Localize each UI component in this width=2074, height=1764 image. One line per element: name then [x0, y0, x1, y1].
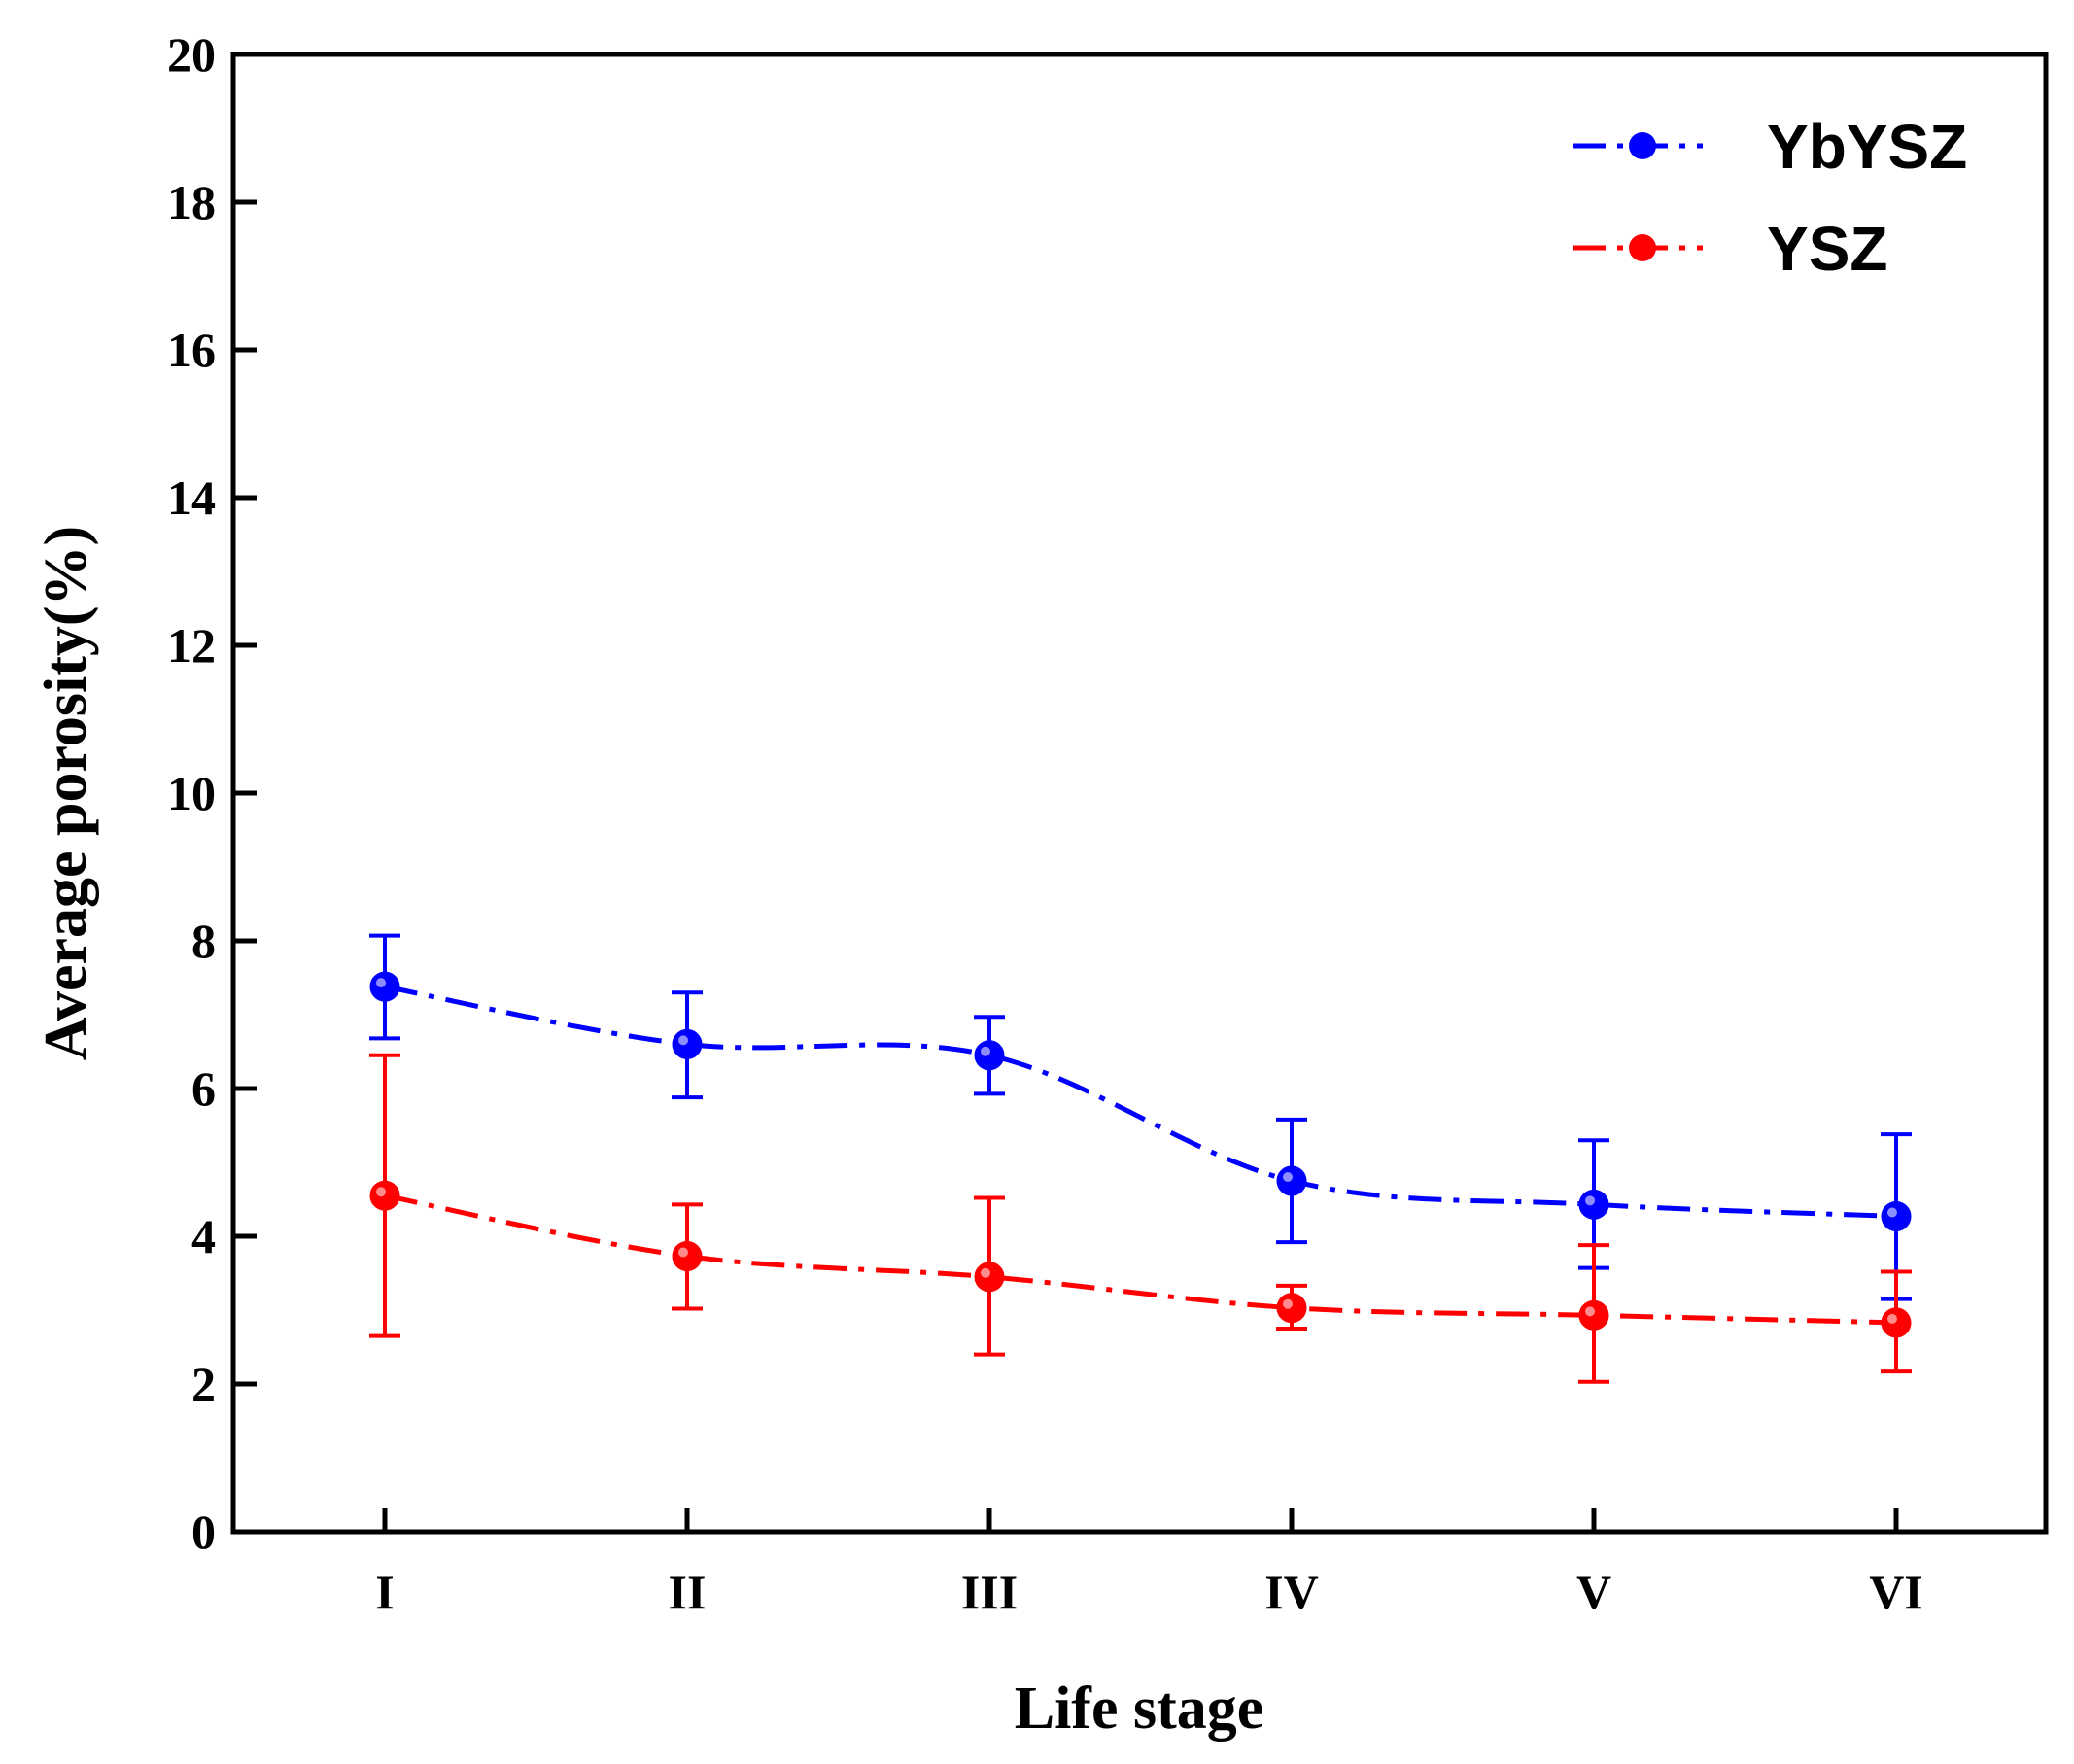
y-tick-label: 18: [167, 175, 216, 229]
ysz-point-highlight: [1887, 1313, 1897, 1324]
ybysz-point: [1578, 1189, 1609, 1220]
ysz-point-highlight: [678, 1247, 688, 1258]
ysz-point: [1881, 1307, 1912, 1338]
x-tick-label: V: [1576, 1565, 1611, 1619]
y-tick-label: 20: [167, 27, 216, 82]
ybysz-legend-marker: [1629, 132, 1656, 159]
ybysz-point: [974, 1040, 1005, 1071]
x-tick-label: VI: [1869, 1565, 1923, 1619]
ybysz-legend-label: YbYSZ: [1767, 112, 1967, 182]
ybysz-point-highlight: [1283, 1172, 1293, 1182]
ysz-point-highlight: [981, 1267, 990, 1278]
x-tick-label: I: [375, 1565, 394, 1619]
x-tick-label: IV: [1264, 1565, 1319, 1619]
ybysz-point: [369, 971, 400, 1002]
y-tick-label: 2: [191, 1357, 216, 1411]
ysz-point: [1578, 1299, 1609, 1331]
axis-layer: [230, 52, 2049, 1535]
ybysz-point-highlight: [981, 1046, 990, 1056]
y-tick-label: 14: [167, 470, 216, 525]
ybysz-line: [384, 984, 1897, 1219]
ybysz-point-highlight: [376, 978, 386, 988]
x-tick-label: III: [961, 1565, 1018, 1619]
ysz-point: [974, 1262, 1005, 1293]
ysz-point: [1276, 1293, 1307, 1324]
ybysz-point: [672, 1028, 703, 1059]
ysz-point: [672, 1241, 703, 1272]
ysz-point: [369, 1180, 400, 1211]
y-tick-label: 16: [167, 323, 216, 377]
y-tick-label: 8: [191, 914, 216, 968]
ybysz-point-highlight: [1887, 1207, 1897, 1218]
x-tick-label: II: [669, 1565, 707, 1619]
ybysz-point-highlight: [678, 1035, 688, 1046]
ysz-point-highlight: [376, 1187, 386, 1197]
ysz-legend-marker: [1629, 234, 1656, 261]
y-tick-label: 4: [191, 1209, 216, 1263]
ybysz-point: [1881, 1200, 1912, 1231]
ybysz-point-highlight: [1585, 1195, 1595, 1206]
ybysz-point: [1276, 1165, 1307, 1196]
ysz-point-highlight: [1283, 1298, 1293, 1309]
legend: YbYSZ YSZ: [1573, 112, 1967, 284]
series-layer: [369, 933, 1912, 1384]
y-tick-label: 0: [191, 1505, 216, 1559]
x-axis-title: Life stage: [1015, 1676, 1264, 1742]
y-tick-label: 10: [167, 766, 216, 820]
ysz-legend-label: YSZ: [1767, 214, 1887, 284]
y-axis-title: Average porosity(%): [33, 526, 99, 1060]
y-tick-label: 6: [191, 1061, 216, 1116]
y-tick-label: 12: [167, 618, 216, 673]
ysz-line: [384, 1193, 1897, 1326]
ysz-point-highlight: [1585, 1306, 1595, 1317]
